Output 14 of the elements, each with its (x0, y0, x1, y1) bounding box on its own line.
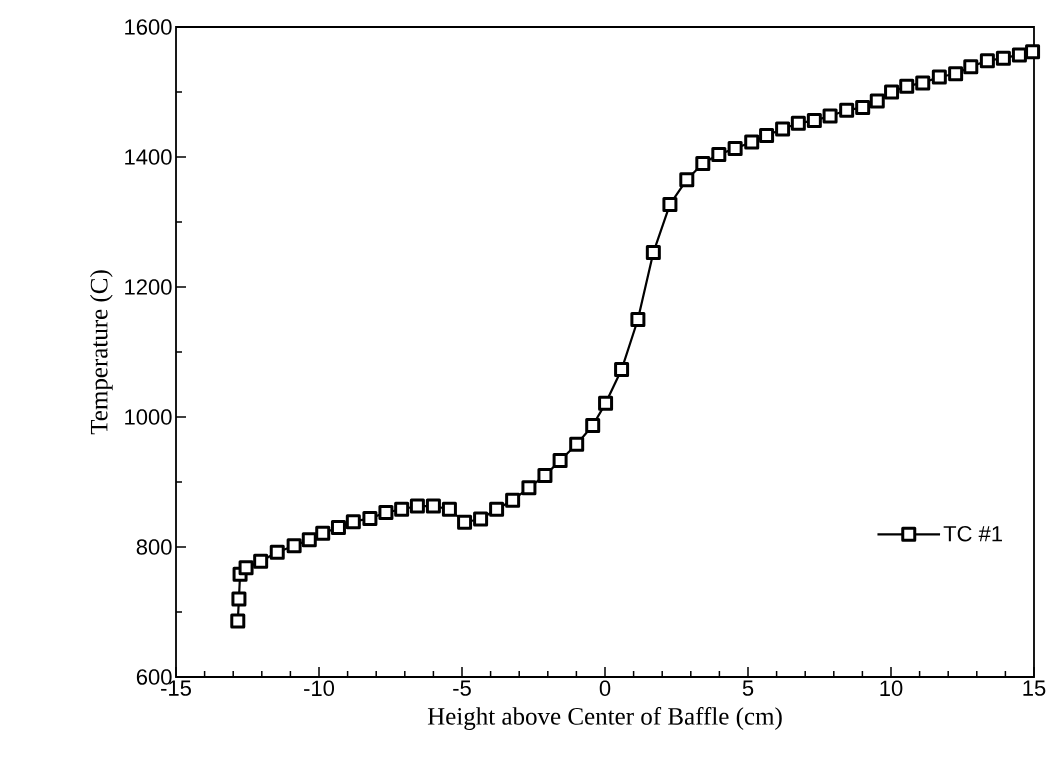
x-tick-label: 15 (1023, 680, 1046, 696)
y-tick-label: 1400 (125, 149, 172, 165)
y-tick-label: 1600 (125, 19, 172, 35)
y-tick-label: 1000 (125, 409, 172, 425)
x-tick-label: 10 (880, 680, 903, 697)
x-axis-title: Height above Center of Baffle (cm) (427, 706, 782, 730)
x-tick-label: -5 (453, 680, 471, 696)
x-tick-label: 0 (599, 680, 611, 697)
y-tick-label: 1200 (125, 279, 172, 295)
y-tick-label: 800 (136, 539, 172, 555)
x-tick-label: -10 (304, 680, 335, 697)
legend-label: TC #1 (943, 525, 1002, 542)
x-tick-label: 5 (742, 680, 754, 696)
y-axis-title: Temperature (C) (90, 270, 113, 435)
